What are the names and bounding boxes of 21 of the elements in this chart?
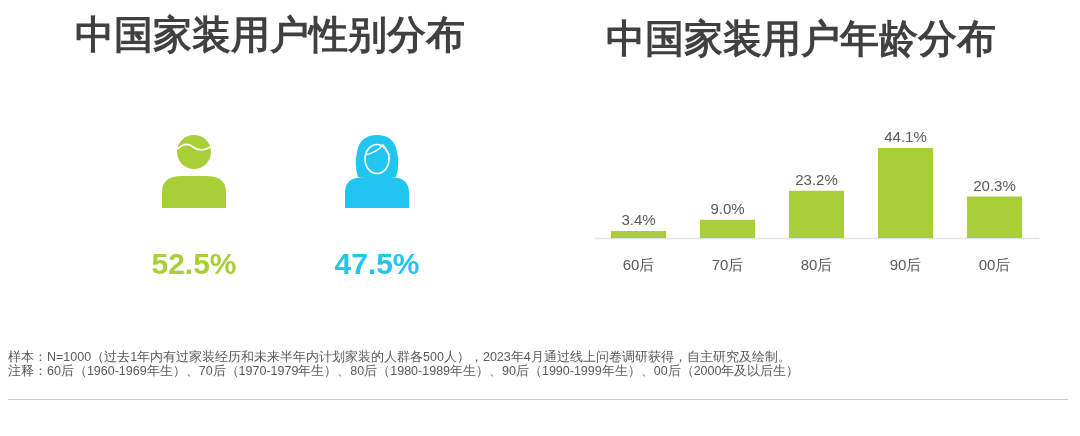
text: 样本：N=1000（过去1年内有过家装经历和未来半年内计划家装的人群各500人），2023年4月通过线上问卷调研获得，自主研究及绘制。	[8, 350, 792, 364]
bar	[699, 219, 756, 238]
chart-title: 中国家装用户年龄分布	[605, 17, 996, 60]
data-label: 44.1%	[884, 128, 927, 145]
x-tick-label: 80后	[800, 255, 833, 273]
text: 注释：60后（1960-1969年生）、70后（1970-1979年生）、80后（1980-1989年生）、90后（1990-1999年生）、00后（2000年及以后生）	[8, 364, 800, 378]
data-label: 52.5%	[151, 247, 237, 280]
data-label: 3.4%	[621, 211, 656, 229]
x-tick-label: 60后	[622, 255, 655, 273]
data-label: 47.5%	[334, 247, 420, 280]
data-label: 23.2%	[795, 170, 838, 188]
x-tick-label: 90后	[889, 255, 922, 273]
text: 中国家装用户性别分布	[75, 13, 465, 56]
bar	[788, 190, 845, 238]
data-label: 20.3%	[973, 176, 1016, 194]
bar	[610, 231, 667, 238]
bar	[966, 196, 1023, 238]
data-label: 9.0%	[710, 199, 745, 217]
bar	[877, 148, 934, 238]
x-tick-label: 70后	[711, 255, 744, 273]
x-tick-label: 00后	[978, 255, 1011, 273]
